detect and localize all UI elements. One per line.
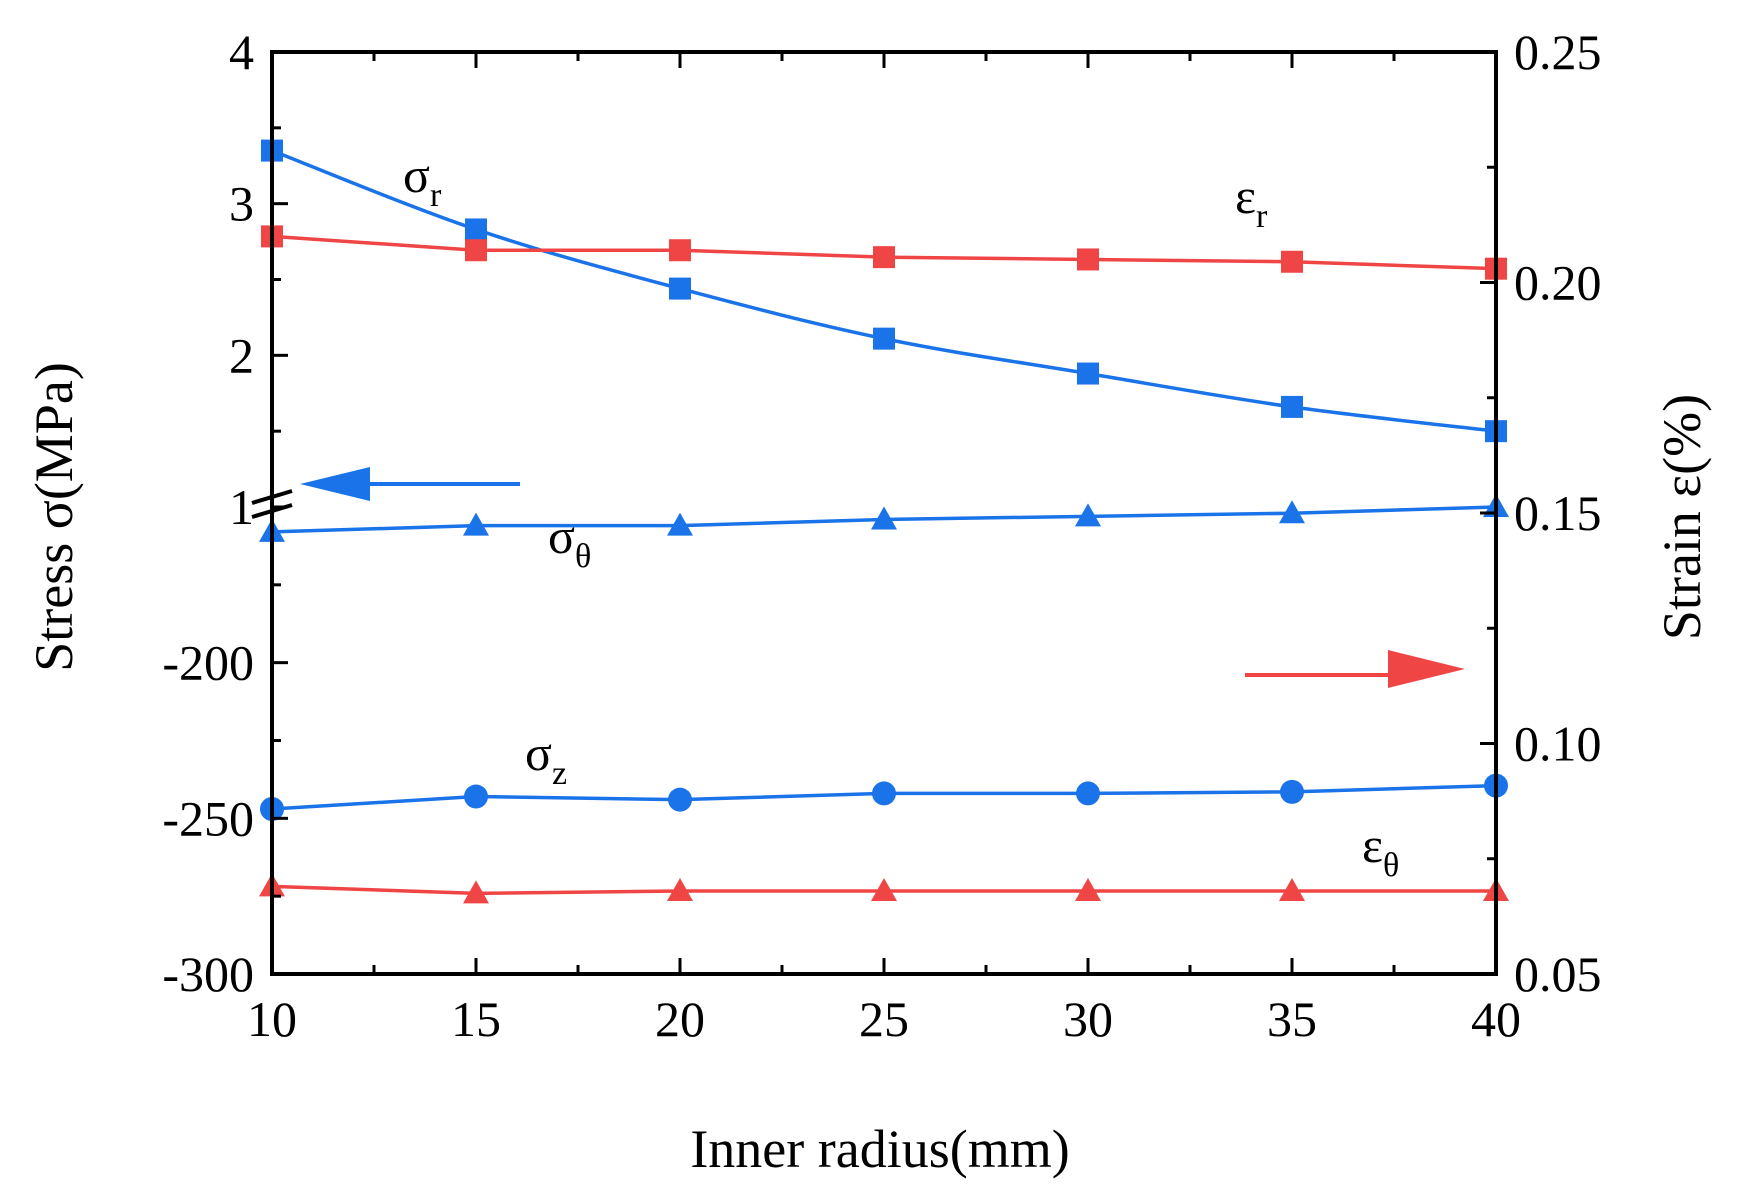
x-tick-label-1: 15 — [451, 991, 501, 1047]
axes — [251, 50, 1498, 976]
point-s1-1 — [463, 512, 489, 536]
point-s2-2 — [668, 787, 692, 812]
series-line-0 — [271, 148, 1497, 433]
point-s3-4 — [1077, 248, 1099, 271]
right-axis-arrow-head — [1388, 650, 1465, 688]
point-s0-4 — [1077, 362, 1099, 385]
x-tick-label-5: 35 — [1267, 991, 1317, 1047]
left-lower-tick-label-1: -250 — [162, 790, 254, 846]
right-tick-label-4: 0.25 — [1514, 24, 1602, 80]
left-upper-tick-label-3: 4 — [229, 24, 254, 80]
left-lower-tick-label-0: -300 — [162, 946, 254, 1002]
point-s0-2 — [669, 277, 691, 300]
point-s2-5 — [1280, 779, 1304, 804]
point-s3-2 — [669, 239, 691, 262]
series-label-sub-4: θ — [1383, 847, 1399, 884]
x-axis-title: Inner radius(mm) — [690, 1119, 1069, 1179]
series-label-sub-0: r — [430, 177, 442, 214]
point-s2-4 — [1076, 781, 1100, 806]
point-s4-2 — [667, 878, 693, 902]
point-s2-3 — [872, 781, 896, 806]
left-upper-tick-label-1: 2 — [229, 327, 254, 383]
point-s4-5 — [1279, 878, 1305, 902]
point-s3-5 — [1281, 250, 1303, 273]
point-s0-3 — [873, 327, 895, 350]
right-tick-label-3: 0.20 — [1514, 255, 1602, 311]
right-tick-label-0: 0.05 — [1514, 946, 1602, 1002]
left-upper-tick-label-0: 1 — [229, 479, 254, 535]
point-s4-4 — [1075, 878, 1101, 902]
x-tick-label-2: 20 — [655, 991, 705, 1047]
axis-break-mark-1 — [251, 489, 293, 505]
labels: 10 15 20 25 30 35 40 1 2 3 4 -300 -250 -200 0.05 0.10 0.… — [162, 24, 1601, 1047]
series-label-3: εr — [1235, 168, 1268, 235]
point-s1-4 — [1075, 503, 1101, 527]
series-label-sub-3: r — [1256, 198, 1268, 235]
right-tick-label-1: 0.10 — [1514, 716, 1602, 772]
right-tick-label-2: 0.15 — [1514, 485, 1602, 541]
series-label-sub-1: θ — [575, 538, 591, 575]
series-label-4: εθ — [1362, 817, 1399, 884]
point-s3-1 — [465, 239, 487, 262]
axis-break-mark-2 — [251, 503, 293, 519]
left-lower-tick-label-2: -200 — [162, 635, 254, 691]
series-label-2: σz — [525, 725, 567, 792]
left-axis-arrow-head — [300, 467, 370, 501]
point-s4-1 — [463, 880, 489, 904]
series-label-1: σθ — [548, 508, 591, 575]
point-s2-1 — [464, 784, 488, 809]
point-s0-1 — [465, 218, 487, 241]
left-upper-tick-label-2: 3 — [229, 176, 254, 232]
series-label-sub-2: z — [552, 755, 567, 792]
x-tick-label-4: 30 — [1063, 991, 1113, 1047]
point-s1-2 — [667, 512, 693, 536]
x-tick-label-0: 10 — [247, 991, 297, 1047]
x-tick-label-3: 25 — [859, 991, 909, 1047]
left-axis-title: Stress σ(MPa) — [24, 362, 84, 672]
series-markers — [259, 139, 1509, 904]
x-tick-label-6: 40 — [1471, 991, 1521, 1047]
point-s1-5 — [1279, 500, 1305, 524]
point-s1-3 — [871, 506, 897, 530]
point-s4-3 — [871, 878, 897, 902]
right-axis-title: Strain ε(%) — [1652, 394, 1712, 640]
point-s0-5 — [1281, 395, 1303, 418]
point-s3-3 — [873, 246, 895, 269]
